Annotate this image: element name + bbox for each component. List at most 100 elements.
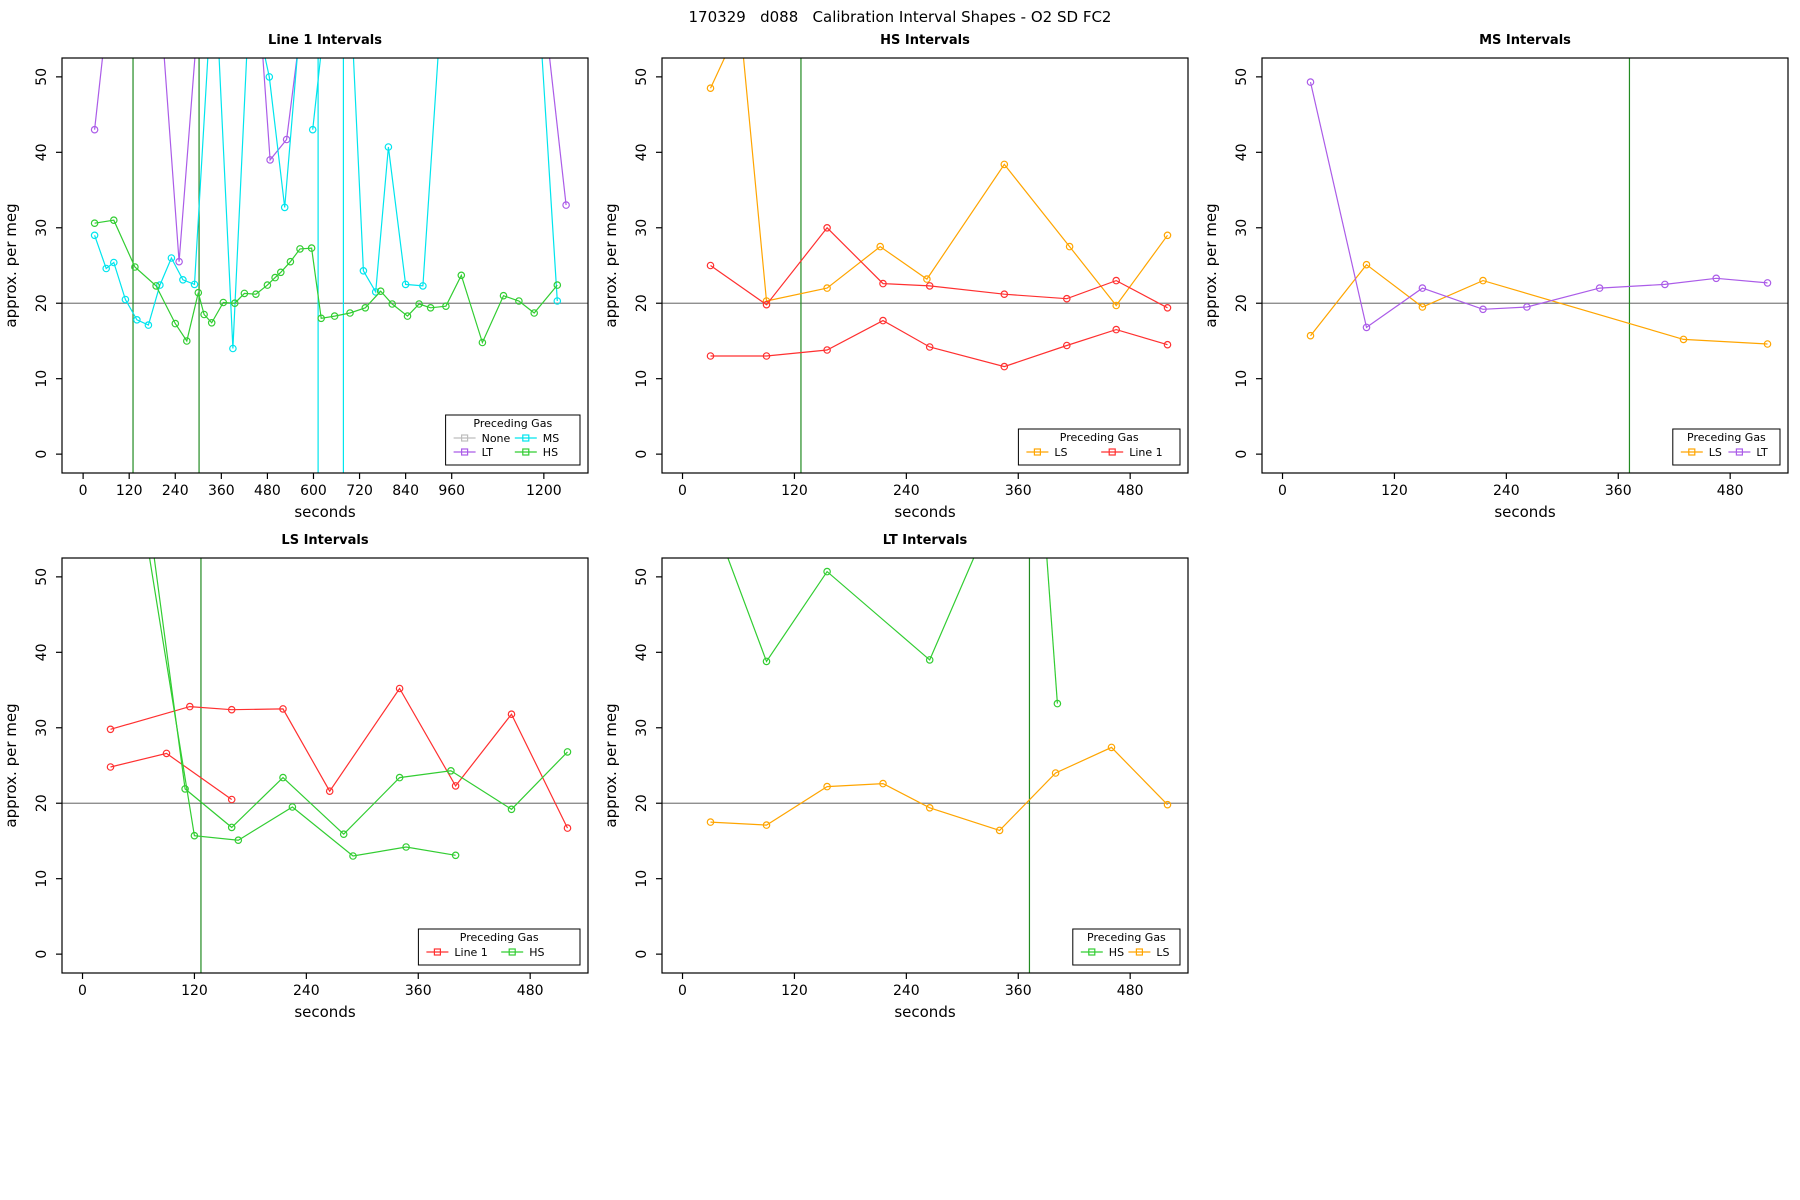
svg-text:10: 10	[1234, 370, 1250, 388]
legend: Preceding Gas LS LT	[1672, 428, 1781, 466]
svg-text:0: 0	[678, 983, 687, 999]
series-layer	[90, 58, 570, 473]
x-axis-label: seconds	[294, 503, 355, 521]
svg-text:40: 40	[1234, 143, 1250, 161]
legend-label: LS	[1054, 446, 1067, 459]
legend: Preceding Gas Line 1 HS	[417, 928, 581, 966]
svg-text:480: 480	[1117, 983, 1144, 999]
panel-title: LT Intervals	[883, 533, 968, 548]
svg-text:30: 30	[1234, 219, 1250, 237]
legend-label: HS	[543, 446, 558, 459]
svg-text:30: 30	[634, 719, 650, 737]
svg-text:50: 50	[634, 68, 650, 86]
svg-text:120: 120	[781, 483, 808, 499]
svg-text:120: 120	[1381, 483, 1408, 499]
plot-box	[1261, 57, 1789, 474]
svg-text:30: 30	[34, 719, 50, 737]
svg-text:0: 0	[78, 983, 87, 999]
svg-text:240: 240	[893, 983, 920, 999]
svg-text:0: 0	[1234, 450, 1250, 459]
x-axis-label: seconds	[894, 503, 955, 521]
svg-text:50: 50	[34, 68, 50, 86]
svg-text:240: 240	[893, 483, 920, 499]
chart-grid: Line 1 Intervals 0 120 240 360 480 600 720 840 96…	[0, 28, 1800, 1028]
x-axis-label: seconds	[294, 1003, 355, 1021]
svg-text:10: 10	[634, 370, 650, 388]
svg-text:720: 720	[346, 483, 373, 499]
legend-title: Preceding Gas	[460, 931, 539, 944]
svg-text:480: 480	[1117, 483, 1144, 499]
legend-label: None	[482, 432, 511, 445]
legend-title: Preceding Gas	[1060, 431, 1139, 444]
panel-title: Line 1 Intervals	[268, 33, 382, 48]
legend-label: Line 1	[1129, 446, 1162, 459]
svg-text:20: 20	[634, 794, 650, 812]
panel-title: MS Intervals	[1479, 33, 1571, 48]
svg-text:120: 120	[116, 483, 143, 499]
svg-text:240: 240	[1493, 483, 1520, 499]
svg-text:1200: 1200	[526, 483, 562, 499]
svg-text:30: 30	[634, 219, 650, 237]
svg-text:480: 480	[1717, 483, 1744, 499]
svg-text:0: 0	[634, 950, 650, 959]
svg-text:50: 50	[634, 568, 650, 586]
legend-label: LS	[1709, 446, 1722, 459]
legend: Preceding Gas HS LS	[1072, 928, 1181, 966]
plot-box	[61, 57, 589, 474]
legend: Preceding Gas LS Line 1	[1017, 428, 1181, 466]
plot-box	[661, 557, 1189, 974]
legend-label: HS	[1109, 946, 1124, 959]
legend-title: Preceding Gas	[1687, 431, 1766, 444]
page-title: 170329 d088 Calibration Interval Shapes …	[688, 8, 1112, 26]
plot-box	[61, 557, 589, 974]
plot-box	[661, 57, 1189, 474]
svg-text:40: 40	[634, 643, 650, 661]
svg-text:0: 0	[79, 483, 88, 499]
svg-text:360: 360	[208, 483, 235, 499]
svg-text:40: 40	[634, 143, 650, 161]
y-axis-label: approx. per meg	[602, 203, 620, 327]
svg-text:20: 20	[34, 794, 50, 812]
chart-hs-intervals: HS Intervals 0 120 240 360 480 0 10 20 30 40 50 seco…	[602, 33, 1189, 521]
legend-label: LT	[482, 446, 494, 459]
svg-text:960: 960	[438, 483, 465, 499]
svg-text:20: 20	[634, 294, 650, 312]
svg-text:840: 840	[392, 483, 419, 499]
svg-text:10: 10	[34, 870, 50, 888]
svg-text:20: 20	[34, 294, 50, 312]
svg-text:0: 0	[678, 483, 687, 499]
series-layer	[1306, 78, 1772, 348]
y-axis-label: approx. per meg	[2, 703, 20, 827]
svg-text:240: 240	[293, 983, 320, 999]
series-layer	[706, 58, 1172, 371]
chart-ls-intervals: LS Intervals 0 120 240 360 480 0 10 20 30 40 50 seco…	[2, 533, 589, 1021]
chart-lt-intervals: LT Intervals 0 120 240 360 480 0 10 20 30 40 50 seco…	[602, 533, 1189, 1021]
x-axis-label: seconds	[1494, 503, 1555, 521]
svg-text:360: 360	[1605, 483, 1632, 499]
chart-line1-intervals: Line 1 Intervals 0 120 240 360 480 600 720 840 96…	[2, 33, 589, 521]
svg-text:40: 40	[34, 143, 50, 161]
svg-text:480: 480	[254, 483, 281, 499]
y-axis-label: approx. per meg	[602, 703, 620, 827]
svg-text:360: 360	[1005, 983, 1032, 999]
svg-text:360: 360	[1005, 483, 1032, 499]
y-axis-label: approx. per meg	[2, 203, 20, 327]
svg-text:0: 0	[34, 450, 50, 459]
svg-text:50: 50	[1234, 68, 1250, 86]
chart-ms-intervals: MS Intervals 0 120 240 360 480 0 10 20 30 40 50 seco…	[1202, 33, 1789, 521]
svg-text:10: 10	[634, 870, 650, 888]
legend-title: Preceding Gas	[1087, 931, 1166, 944]
series-layer	[706, 558, 1172, 835]
svg-text:0: 0	[634, 450, 650, 459]
svg-text:30: 30	[34, 219, 50, 237]
svg-text:600: 600	[300, 483, 327, 499]
legend-label: MS	[543, 432, 559, 445]
svg-text:480: 480	[517, 983, 544, 999]
empty-cell	[1200, 528, 1800, 1028]
panel-title: HS Intervals	[880, 33, 970, 48]
legend-label: Line 1	[454, 946, 487, 959]
svg-text:360: 360	[405, 983, 432, 999]
svg-text:120: 120	[181, 983, 208, 999]
series-layer	[106, 558, 572, 860]
